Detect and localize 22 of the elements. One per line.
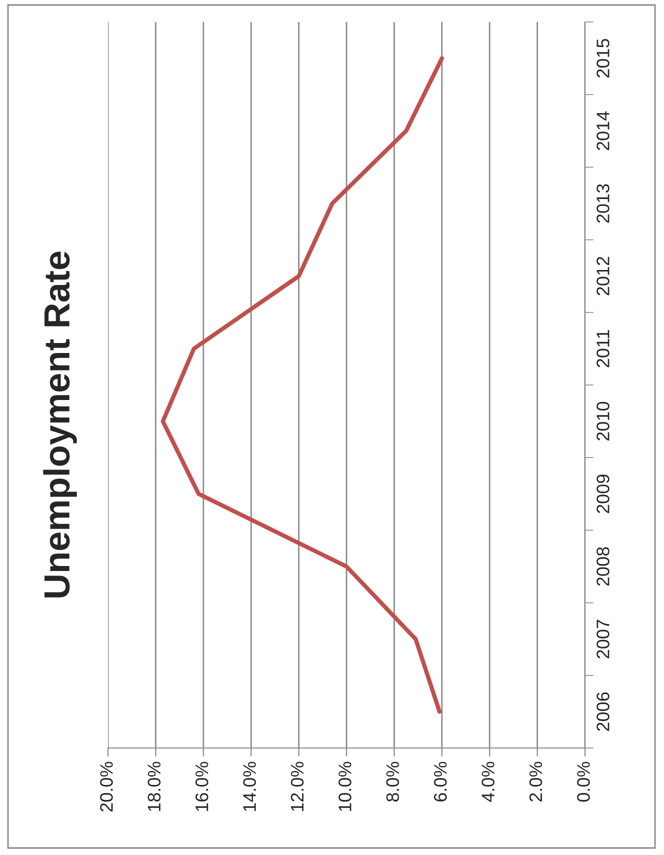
x-tick-label: 0.0% — [577, 762, 590, 802]
y-tick-label: 2007 — [596, 620, 610, 658]
y-tick-label: 2015 — [596, 38, 610, 78]
y-tick-label: 2012 — [596, 256, 610, 296]
x-tick-label: 8.0% — [386, 762, 400, 802]
x-tick-label: 6.0% — [434, 762, 447, 802]
x-tick-label: 10.0% — [338, 762, 352, 812]
x-tick-label: 12.0% — [290, 762, 304, 812]
y-tick-label: 2010 — [596, 402, 610, 440]
x-tick-label: 18.0% — [148, 762, 161, 812]
x-tick-label: 2.0% — [529, 762, 542, 802]
x-tick-label: 14.0% — [243, 762, 256, 812]
y-tick-label: 2013 — [596, 184, 610, 223]
text: Unemployment Rate — [43, 252, 77, 598]
y-tick-label: 2009 — [596, 474, 610, 514]
x-tick-label: 16.0% — [195, 762, 208, 812]
y-tick-label: 2014 — [596, 111, 610, 150]
y-tick-label: 2008 — [596, 547, 610, 586]
y-tick-label: 2006 — [596, 692, 610, 731]
x-tick-label: 4.0% — [482, 762, 494, 802]
y-tick-label: 2011 — [596, 330, 610, 368]
x-tick-label: 20.0% — [100, 762, 113, 812]
